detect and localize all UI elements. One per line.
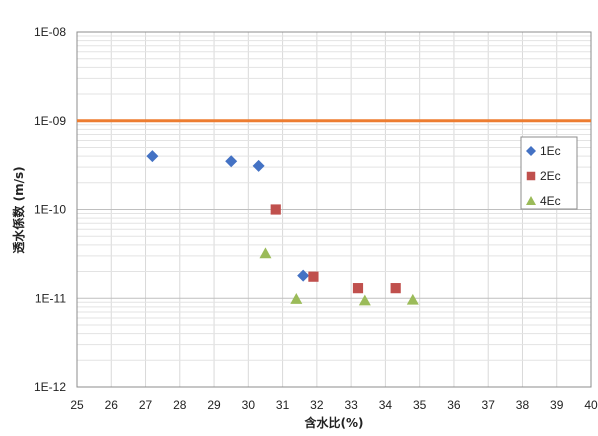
x-tick-label: 32: [310, 398, 324, 412]
y-tick-labels: 1E-08 1E-09 1E-10 1E-11 1E-12: [34, 25, 66, 394]
point-2ec: [352, 283, 364, 294]
point-2ec: [308, 271, 319, 282]
x-axis-label: 含水比(%): [305, 415, 364, 430]
x-tick-label: 40: [584, 398, 598, 412]
point-1ec: [252, 159, 265, 172]
y-tick-label: 1E-08: [34, 25, 66, 39]
x-tick-label: 35: [413, 398, 427, 412]
x-tick-label: 33: [344, 398, 358, 412]
plot-area-border: [76, 31, 592, 388]
point-2ec: [390, 283, 401, 294]
point-1ec: [297, 269, 310, 282]
y-axis-label: 透水係数 (m/s): [11, 166, 26, 253]
point-4ec: [358, 294, 371, 306]
legend-label-2ec: 2Ec: [540, 169, 561, 183]
x-tick-label: 29: [207, 398, 221, 412]
legend-marker-2ec: [526, 171, 536, 181]
x-tick-labels: 25 26 27 28 29 30 31 32 33 34 35 36 37 38 39 40: [70, 398, 598, 412]
x-tick-label: 39: [550, 398, 564, 412]
x-tick-label: 34: [379, 398, 393, 412]
x-tick-label: 31: [276, 398, 290, 412]
point-2ec: [270, 204, 281, 215]
x-tick-label: 26: [105, 398, 119, 412]
legend-marker-4ec: [526, 196, 536, 205]
x-tick-label: 30: [242, 398, 256, 412]
x-tick-label: 37: [482, 398, 496, 412]
y-tick-label: 1E-09: [34, 114, 66, 128]
legend: 1Ec 2Ec 4Ec: [520, 136, 578, 210]
data-points: [146, 150, 419, 306]
legend-label-4ec: 4Ec: [540, 194, 561, 208]
x-tick-label: 27: [139, 398, 153, 412]
x-tick-label: 38: [516, 398, 530, 412]
point-1ec: [225, 155, 238, 168]
point-4ec: [290, 293, 303, 304]
x-tick-label: 28: [173, 398, 187, 412]
x-tick-label: 36: [447, 398, 461, 412]
point-1ec: [146, 150, 159, 163]
x-tick-label: 25: [70, 398, 84, 412]
legend-marker-1ec: [526, 146, 536, 156]
y-tick-label: 1E-11: [35, 291, 66, 305]
point-4ec: [259, 247, 272, 259]
point-4ec: [406, 293, 419, 305]
y-tick-label: 1E-12: [34, 380, 66, 394]
legend-items: 1Ec 2Ec 4Ec: [526, 144, 561, 208]
legend-label-1ec: 1Ec: [540, 144, 561, 158]
y-tick-label: 1E-10: [34, 203, 66, 217]
